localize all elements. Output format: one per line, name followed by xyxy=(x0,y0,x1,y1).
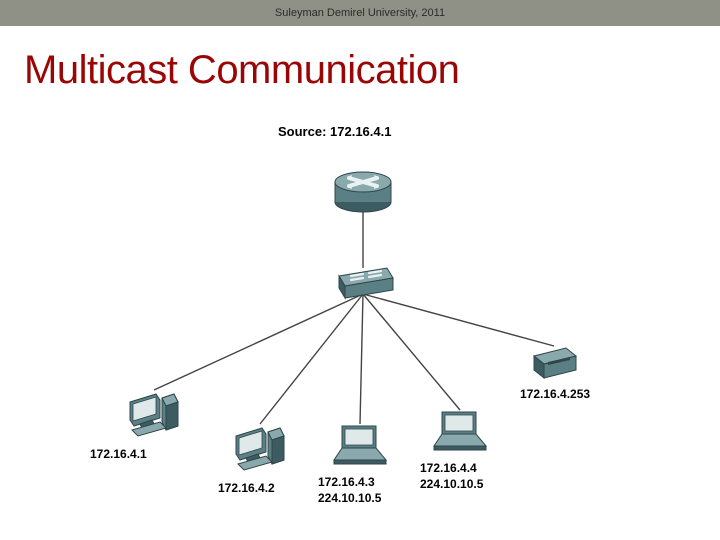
network-diagram: Source: 172.16.4.1 172.16.4.1172.16.4.21… xyxy=(90,124,630,524)
ip-label-printer: 172.16.4.253 xyxy=(520,386,590,402)
ip-label-pc2: 172.16.4.2 xyxy=(218,480,275,496)
header-bar: Suleyman Demirel University, 2011 xyxy=(0,0,720,26)
ip-label-lap1: 172.16.4.3224.10.10.5 xyxy=(318,474,381,506)
page-title: Multicast Communication xyxy=(24,48,459,93)
diagram-svg xyxy=(90,124,630,524)
ip-label-pc1: 172.16.4.1 xyxy=(90,446,147,462)
switch-icon xyxy=(339,268,393,298)
laptop-icon xyxy=(434,412,486,450)
desktop-icon xyxy=(130,394,178,436)
printer-icon xyxy=(534,348,576,378)
router-icon xyxy=(335,172,391,212)
wires xyxy=(154,208,554,424)
laptop-icon xyxy=(334,426,386,464)
header-text: Suleyman Demirel University, 2011 xyxy=(275,7,445,19)
desktop-icon xyxy=(236,428,284,470)
ip-label-lap2: 172.16.4.4224.10.10.5 xyxy=(420,460,483,492)
